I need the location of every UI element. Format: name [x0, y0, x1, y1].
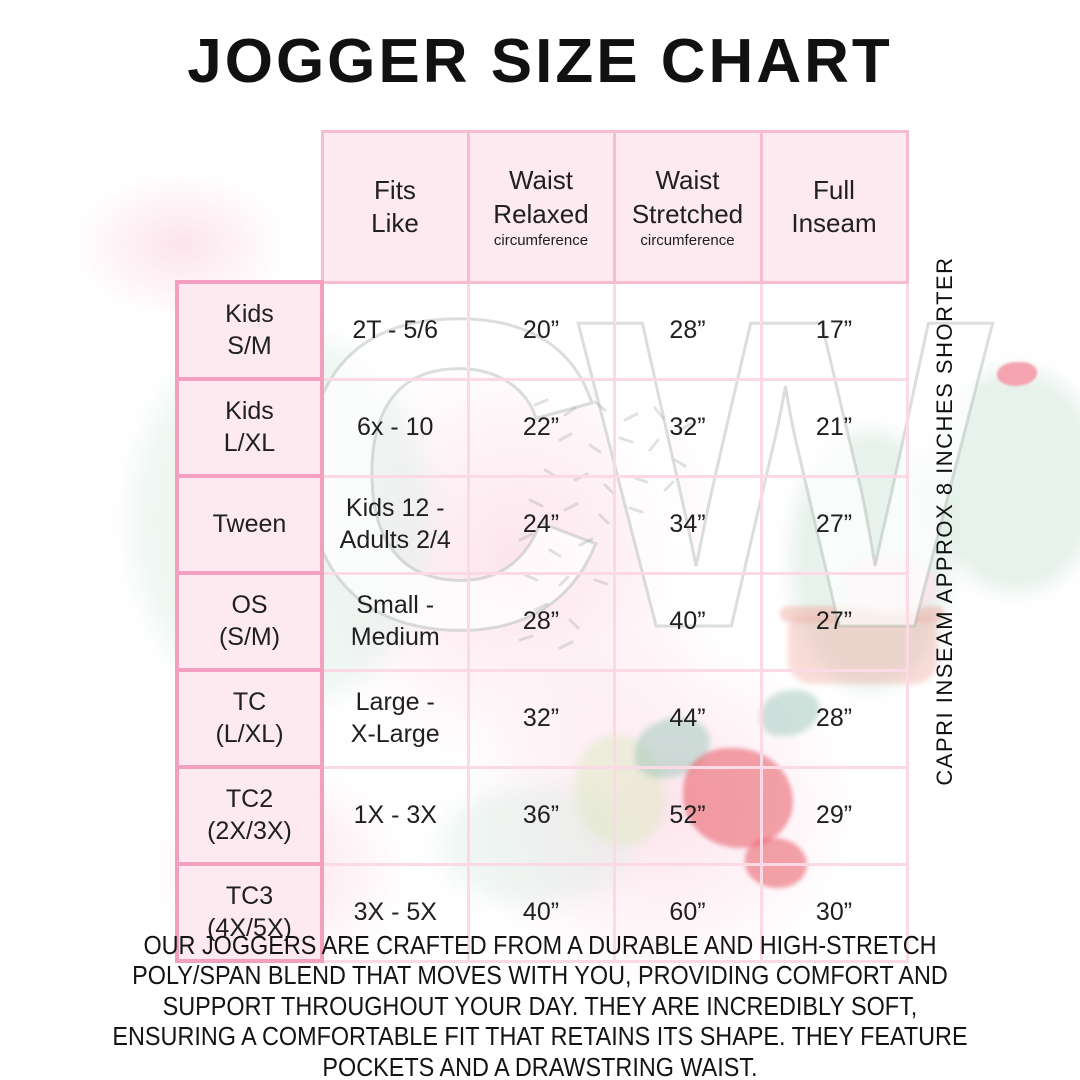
cell-full-inseam: 29”	[759, 765, 909, 866]
col-header-waist-stretched: Waist Stretched circumference	[612, 130, 763, 284]
col-header-fits-like: Fits Like	[320, 130, 470, 284]
header-row: Fits Like Waist Relaxed circumference Wa…	[177, 130, 909, 284]
cell-fits-like: 6x - 10	[320, 377, 470, 478]
cell-full-inseam: 30”	[759, 862, 909, 963]
table-row-kids-sm: Kids S/M 2T - 5/6 20” 28” 17”	[175, 280, 909, 381]
row-header: Kids S/M	[175, 280, 324, 381]
cell-waist-stretched: 40”	[612, 571, 763, 672]
capri-inseam-note: CAPRI INSEAM APPROX 8 INCHES SHORTER	[932, 256, 957, 786]
col-header-title: Full Inseam	[791, 174, 877, 238]
cell-waist-relaxed: 28”	[466, 571, 616, 672]
cell-waist-stretched: 60”	[612, 862, 763, 963]
product-description: OUR JOGGERS ARE CRAFTED FROM A DURABLE A…	[112, 930, 968, 1080]
cell-waist-relaxed: 32”	[466, 668, 616, 769]
cell-full-inseam: 17”	[759, 280, 909, 381]
cell-waist-relaxed: 36”	[466, 765, 616, 866]
corner-cell	[177, 132, 322, 283]
cell-fits-like: 2T - 5/6	[320, 280, 470, 381]
row-header: Tween	[175, 474, 324, 575]
row-header: OS (S/M)	[175, 571, 324, 672]
cell-fits-like: Kids 12 - Adults 2/4	[320, 474, 470, 575]
cell-waist-relaxed: 40”	[466, 862, 616, 963]
cell-waist-relaxed: 22”	[466, 377, 616, 478]
table-row-tc2: TC2 (2X/3X) 1X - 3X 36” 52” 29”	[175, 765, 909, 866]
watermark-cactus-flower	[997, 362, 1037, 386]
cell-waist-stretched: 44”	[612, 668, 763, 769]
table-row-tc3: TC3 (4X/5X) 3X - 5X 40” 60” 30”	[175, 862, 909, 963]
size-chart-table: Fits Like Waist Relaxed circumference Wa…	[175, 130, 909, 963]
watermark-cactus-pad	[928, 368, 1080, 593]
cell-full-inseam: 27”	[759, 571, 909, 672]
cell-full-inseam: 27”	[759, 474, 909, 575]
col-header-waist-relaxed: Waist Relaxed circumference	[466, 130, 616, 284]
cell-waist-stretched: 52”	[612, 765, 763, 866]
cell-full-inseam: 21”	[759, 377, 909, 478]
cell-waist-stretched: 34”	[612, 474, 763, 575]
row-header: Kids L/XL	[175, 377, 324, 478]
row-header: TC (L/XL)	[175, 668, 324, 769]
cell-fits-like: Small - Medium	[320, 571, 470, 672]
cell-waist-relaxed: 20”	[466, 280, 616, 381]
page-title: JOGGER SIZE CHART	[187, 27, 893, 96]
cell-waist-stretched: 32”	[612, 377, 763, 478]
col-header-title: Waist Stretched	[631, 165, 744, 229]
cell-full-inseam: 28”	[759, 668, 909, 769]
row-header: TC3 (4X/5X)	[175, 862, 324, 963]
table-row-os: OS (S/M) Small - Medium 28” 40” 27”	[175, 571, 909, 672]
cell-waist-relaxed: 24”	[466, 474, 616, 575]
table-row-tween: Tween Kids 12 - Adults 2/4 24” 34” 27”	[175, 474, 909, 575]
table-row-kids-lxl: Kids L/XL 6x - 10 22” 32” 21”	[175, 377, 909, 478]
table-row-tc: TC (L/XL) Large - X-Large 32” 44” 28”	[175, 668, 909, 769]
cell-waist-stretched: 28”	[612, 280, 763, 381]
cell-fits-like: Large - X-Large	[320, 668, 470, 769]
col-header-full-inseam: Full Inseam	[759, 130, 909, 284]
cell-fits-like: 1X - 3X	[320, 765, 470, 866]
col-header-title: Waist Relaxed	[493, 165, 589, 229]
row-header: TC2 (2X/3X)	[175, 765, 324, 866]
col-header-subtitle: circumference	[493, 231, 589, 249]
col-header-title: Fits Like	[371, 174, 419, 238]
cell-fits-like: 3X - 5X	[320, 862, 470, 963]
col-header-subtitle: circumference	[640, 231, 735, 249]
